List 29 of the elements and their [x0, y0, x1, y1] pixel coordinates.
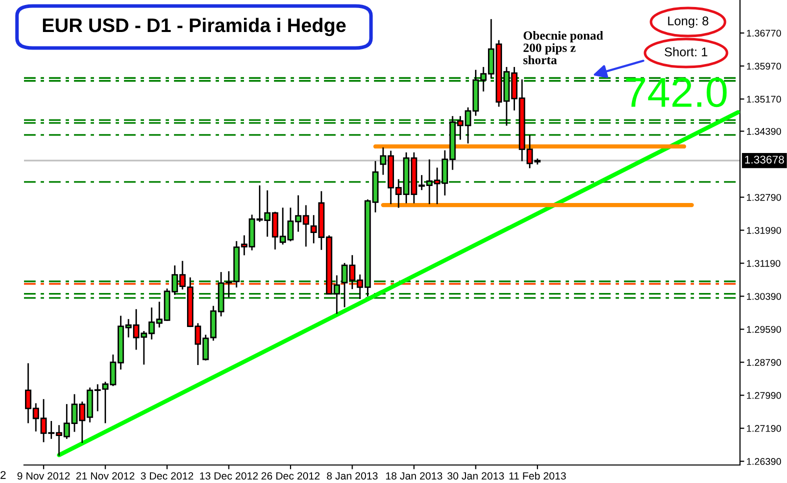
y-tick-label: 1.36770: [746, 30, 782, 37]
y-tick-label: 1.30390: [746, 292, 782, 300]
x-tick-label: 26 Dec 2012: [262, 472, 320, 480]
y-tick-label: 1.29590: [746, 326, 782, 333]
text: EUR USD - D1 - Piramida i Hedge: [42, 18, 346, 36]
y-tick-label: 1.27190: [746, 425, 782, 432]
ref-line-label: 1.33678: [745, 156, 784, 164]
x-tick-label: 3 Dec 2012: [140, 472, 194, 480]
annotation: Short: 1: [664, 47, 708, 56]
text: 2: [0, 471, 6, 479]
x-tick-label: 13 Dec 2012: [200, 472, 258, 480]
x-tick-label: 18 Jan 2013: [386, 472, 442, 480]
x-tick-label: 9 Nov 2012: [17, 472, 70, 480]
annotation: Long: 8: [668, 16, 708, 28]
y-tick-label: 1.31990: [746, 226, 782, 234]
y-tick-label: 1.27990: [746, 392, 782, 399]
annotation: Obecnie ponad 200 pips z shorta: [523, 31, 604, 64]
y-tick-label: 1.35170: [746, 96, 782, 103]
x-tick-label: 8 Jan 2013: [326, 472, 378, 480]
y-tick-label: 1.26390: [746, 458, 782, 465]
x-tick-label: 21 Nov 2012: [76, 472, 134, 480]
annotation: 742.0: [626, 78, 727, 108]
y-tick-label: 1.32790: [746, 194, 782, 201]
y-tick-label: 1.35970: [746, 62, 782, 70]
x-tick-label: 30 Jan 2013: [447, 472, 504, 480]
y-tick-label: 1.28790: [746, 358, 782, 366]
y-tick-label: 1.34390: [746, 128, 782, 135]
x-tick-label: 11 Feb 2013: [509, 472, 566, 480]
y-tick-label: 1.31190: [746, 260, 780, 267]
